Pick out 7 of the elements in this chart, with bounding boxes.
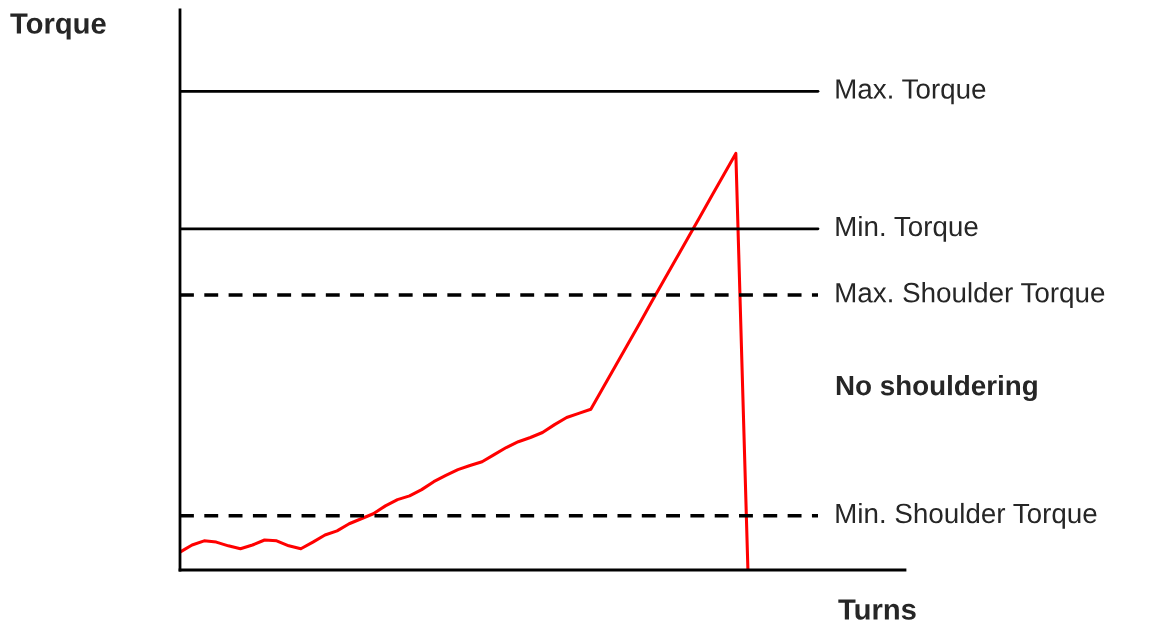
y-axis-title: Torque <box>10 13 106 40</box>
x-axis-title: Turns <box>838 599 916 620</box>
ref-line-label: Max. Torque <box>836 79 986 105</box>
ref-line-label: Min. Shoulder Torque <box>836 502 1097 529</box>
annotation: No shouldering <box>836 374 1037 402</box>
ref-line-label: Max. Shoulder Torque <box>836 282 1105 309</box>
ref-line-label: Min. Torque <box>836 215 978 242</box>
